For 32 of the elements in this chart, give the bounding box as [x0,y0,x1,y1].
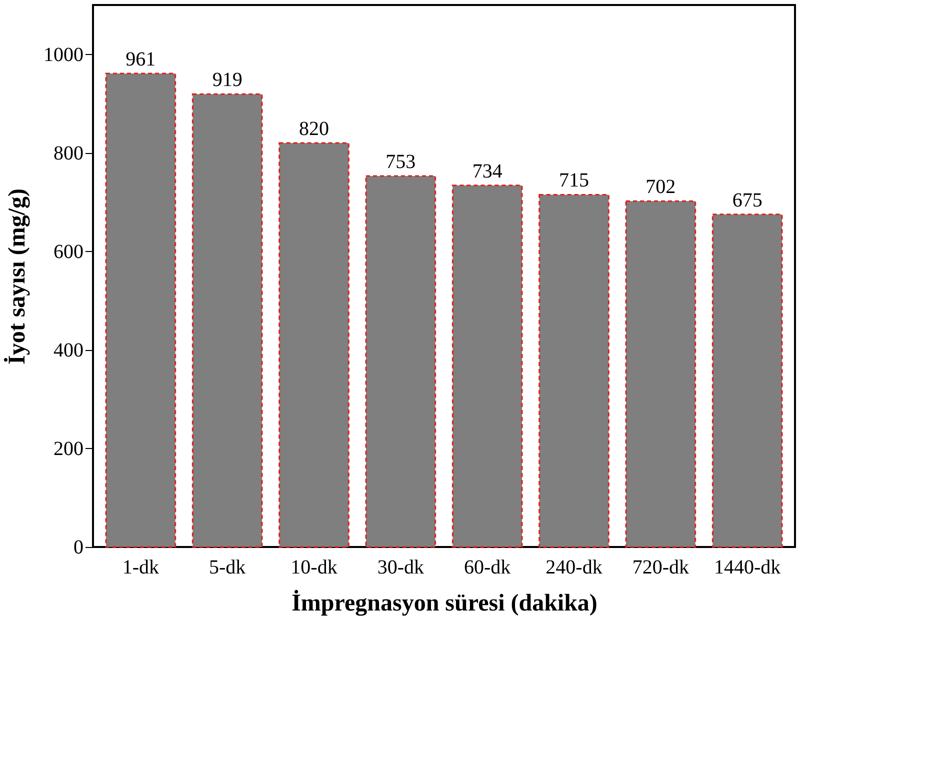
x-tick-label: 1440-dk [714,556,781,578]
bar [278,142,350,548]
y-tick-label: 1000 [44,44,84,66]
y-tick-label: 600 [54,240,84,263]
x-tick-label: 10-dk [290,556,338,578]
data-label: 919 [212,69,242,92]
data-label: 961 [126,48,156,70]
x-tick-label: 1-dk [122,556,160,578]
data-label: 715 [559,170,589,192]
y-tick-label: 0 [74,536,84,558]
bar [625,200,696,548]
bar [538,194,610,548]
data-label: 753 [386,150,416,173]
y-tick-label: 400 [54,339,84,362]
y-tick-label: 200 [54,438,84,460]
bar [365,175,436,548]
bar [192,93,263,548]
y-tick-label: 800 [54,142,84,164]
x-tick-label: 720-dk [632,556,690,578]
data-label: 702 [646,176,676,198]
y-axis-title: İyot sayısı (mg/g) [4,188,30,364]
data-label: 734 [472,160,502,182]
data-label: 675 [732,189,762,212]
x-axis-title: İmpregnasyon süresi (dakika) [292,590,598,616]
bar [105,72,176,548]
x-tick-label: 30-dk [377,556,424,578]
x-tick-label: 5-dk [208,556,246,578]
bar [452,184,523,548]
x-tick-label: 60-dk [464,556,511,578]
bar [712,214,783,548]
data-label: 820 [299,118,329,140]
x-tick-label: 240-dk [546,556,602,578]
